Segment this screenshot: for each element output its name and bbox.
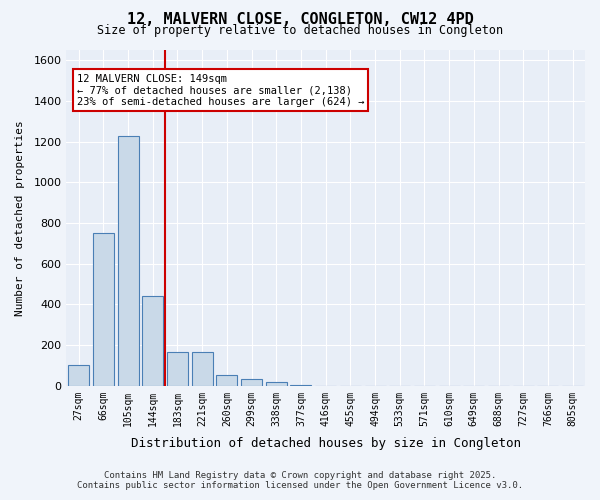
Text: Contains HM Land Registry data © Crown copyright and database right 2025.
Contai: Contains HM Land Registry data © Crown c… (77, 470, 523, 490)
Bar (142, 296, 163, 386)
Bar (68, 366, 89, 386)
Bar (290, 385, 311, 386)
Bar (217, 374, 238, 386)
Bar (191, 352, 212, 386)
Text: 12 MALVERN CLOSE: 149sqm
← 77% of detached houses are smaller (2,138)
23% of sem: 12 MALVERN CLOSE: 149sqm ← 77% of detach… (77, 74, 364, 106)
Y-axis label: Number of detached properties: Number of detached properties (15, 120, 25, 316)
Bar (241, 378, 262, 386)
Text: 12, MALVERN CLOSE, CONGLETON, CW12 4PD: 12, MALVERN CLOSE, CONGLETON, CW12 4PD (127, 12, 473, 28)
Text: Size of property relative to detached houses in Congleton: Size of property relative to detached ho… (97, 24, 503, 37)
X-axis label: Distribution of detached houses by size in Congleton: Distribution of detached houses by size … (131, 437, 521, 450)
Bar (167, 352, 188, 386)
Bar (266, 382, 287, 386)
Bar (93, 233, 114, 386)
Bar (118, 136, 139, 386)
